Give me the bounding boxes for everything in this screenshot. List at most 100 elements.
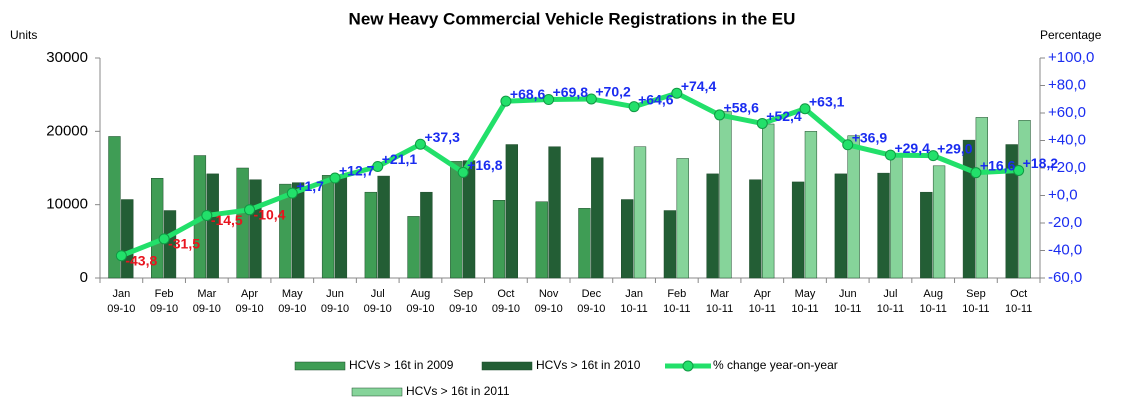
bar [621, 199, 634, 279]
bar [364, 191, 377, 279]
legend-swatch [294, 361, 346, 371]
x-tick-label: 10-11 [791, 303, 818, 315]
data-label: +58,6 [724, 100, 760, 116]
line-marker [842, 139, 854, 151]
data-label: +29,4 [894, 140, 930, 156]
bar [663, 210, 677, 279]
bar [249, 179, 262, 279]
line-marker [457, 166, 469, 178]
x-tick-label: 10-11 [663, 303, 690, 315]
bar [1018, 120, 1031, 279]
y2-tick-label: -40,0 [1048, 241, 1082, 258]
x-tick-label: 10-11 [706, 303, 733, 315]
y2-tick-label: +80,0 [1048, 76, 1086, 93]
x-tick-label: Mar [710, 288, 729, 300]
data-label: -14,5 [211, 212, 243, 228]
data-label: +1,7 [296, 178, 324, 194]
x-tick-label: Oct [497, 288, 514, 300]
x-tick-label: 09-10 [449, 303, 477, 315]
bar [719, 111, 732, 279]
bar [890, 154, 903, 279]
x-tick-label: Oct [1010, 288, 1027, 300]
bar [834, 173, 847, 279]
line-marker [970, 167, 982, 179]
bar [762, 123, 775, 279]
line-marker [628, 101, 640, 113]
bar [492, 200, 506, 279]
y-tick-label: 20000 [46, 122, 88, 139]
x-tick-label: 09-10 [235, 303, 263, 315]
data-label: +69,8 [553, 84, 589, 100]
x-tick-label: 09-10 [406, 303, 434, 315]
data-label: +68,6 [510, 86, 546, 102]
x-tick-label: 09-10 [107, 303, 135, 315]
x-tick-label: Jan [112, 288, 130, 300]
x-tick-label: 09-10 [492, 303, 520, 315]
bar [334, 176, 348, 279]
x-tick-label: Jan [625, 288, 643, 300]
x-tick-label: Sep [966, 288, 986, 300]
x-tick-label: 09-10 [321, 303, 349, 315]
x-tick-label: Jun [326, 288, 344, 300]
bar [804, 131, 818, 279]
y-tick-label: 10000 [46, 196, 88, 213]
bar [706, 173, 719, 279]
y2-tick-label: +20,0 [1048, 159, 1086, 176]
legend-label: HCVs > 16t in 2009 [349, 358, 454, 372]
legend-marker [682, 360, 694, 372]
bar [633, 146, 647, 279]
y2-tick-label: +100,0 [1048, 49, 1094, 66]
x-tick-label: Mar [197, 288, 216, 300]
bar [462, 160, 476, 279]
bar [505, 144, 518, 279]
bar [749, 179, 762, 279]
line-marker [329, 172, 341, 184]
bar [932, 165, 946, 279]
chart-title: New Heavy Commercial Vehicle Registratio… [349, 9, 796, 28]
x-tick-label: May [282, 288, 303, 300]
line-marker [500, 95, 512, 107]
x-tick-label: 09-10 [193, 303, 221, 315]
data-label: -43,8 [125, 252, 157, 268]
x-tick-label: Aug [923, 288, 943, 300]
y2-tick-label: -60,0 [1048, 269, 1082, 286]
data-label: +18,2 [1023, 155, 1059, 171]
data-label: +36,9 [852, 129, 888, 145]
bar [236, 167, 249, 279]
line-marker [543, 94, 555, 106]
bar [591, 157, 604, 279]
bar [877, 172, 890, 279]
x-tick-label: Nov [539, 288, 559, 300]
line-marker [585, 93, 597, 105]
x-tick-label: Apr [241, 288, 258, 300]
data-label: +12,7 [339, 163, 375, 179]
line-marker [927, 150, 939, 162]
y-axis-label: Units [10, 28, 37, 42]
bar [377, 175, 390, 279]
line-marker [884, 149, 896, 161]
line-marker [1013, 164, 1025, 176]
x-tick-label: 09-10 [535, 303, 563, 315]
x-tick-label: 09-10 [364, 303, 392, 315]
bar [535, 201, 548, 279]
data-label: -31,5 [168, 236, 200, 252]
bar [548, 146, 561, 279]
data-label: +70,2 [595, 84, 631, 100]
x-tick-label: Feb [667, 288, 686, 300]
bar [121, 199, 134, 279]
y2-tick-label: -20,0 [1048, 214, 1082, 231]
bar [206, 173, 219, 279]
bar [279, 183, 292, 279]
y2-tick-label: +0,0 [1048, 186, 1078, 203]
line-marker [158, 233, 170, 245]
data-label: +52,4 [766, 108, 802, 124]
line-marker [244, 204, 256, 216]
line [120, 90, 1019, 259]
x-tick-label: 09-10 [577, 303, 605, 315]
legend-swatch [351, 387, 403, 397]
legend-label: HCVs > 16t in 2010 [536, 358, 641, 372]
data-label: +16,6 [980, 157, 1016, 173]
line-marker [201, 209, 213, 221]
x-tick-label: 10-11 [877, 303, 904, 315]
